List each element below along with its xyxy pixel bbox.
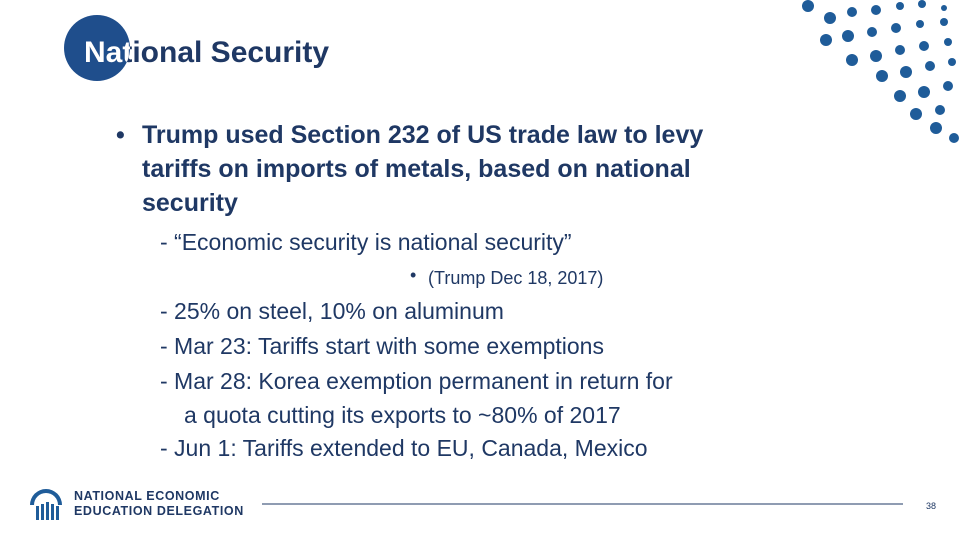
quote: - “Economic security is national securit… [160,229,572,255]
logo-icon [30,489,62,520]
text-line: tariffs on imports of metals, based on n… [142,155,691,183]
item: - 25% on steel, 10% on aluminum [160,298,504,324]
logo-text: NATIONAL ECONOMIC EDUCATION DELEGATION [74,489,244,519]
item-list: - 25% on steel, 10% on aluminum - Mar 23… [160,294,673,466]
logo-line: NATIONAL ECONOMIC [74,489,220,503]
text-line: Trump used Section 232 of US trade law t… [142,121,704,149]
item: - Mar 23: Tariffs start with some exempt… [160,333,604,359]
bullet-glyph: • [410,265,417,285]
bullet-glyph: • [116,121,125,149]
text-line: security [142,189,238,217]
dot-pattern [802,0,959,143]
page-number: 38 [926,501,937,511]
main-bullet: Trump used Section 232 of US trade law t… [142,118,703,220]
item: - Jun 1: Tariffs extended to EU, Canada,… [160,435,648,461]
title-circle [64,15,130,81]
source: (Trump Dec 18, 2017) [428,268,604,288]
title: National Security [84,36,329,69]
title-overlay: National Security [84,36,329,69]
item-continued: a quota cutting its exports to ~80% of 2… [184,402,621,428]
item: - Mar 28: Korea exemption permanent in r… [160,368,673,394]
logo-line: EDUCATION DELEGATION [74,504,244,518]
